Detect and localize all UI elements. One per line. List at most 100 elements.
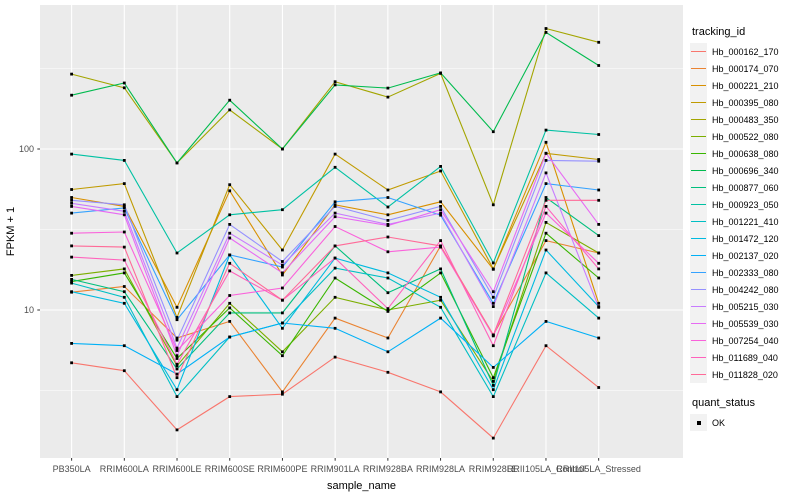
legend-key-swatch xyxy=(690,111,707,128)
legend-item-Hb_000923_050: Hb_000923_050 xyxy=(690,196,798,213)
legend-label: Hb_000483_350 xyxy=(712,114,779,125)
legend-item-ok: OK xyxy=(690,414,798,431)
legend-item-Hb_004242_080: Hb_004242_080 xyxy=(690,281,798,298)
data-point-marker xyxy=(386,370,390,374)
data-point-marker xyxy=(175,367,179,371)
data-point-marker xyxy=(544,198,548,202)
data-point-marker xyxy=(70,255,73,259)
data-point-marker xyxy=(491,384,495,387)
legend-item-Hb_000395_080: Hb_000395_080 xyxy=(690,94,798,111)
data-point-marker xyxy=(386,196,390,199)
legend-label: Hb_001472_120 xyxy=(712,233,779,244)
data-point-marker xyxy=(544,205,548,208)
legend-key-swatch xyxy=(690,128,707,145)
data-point-marker xyxy=(228,223,232,226)
plot-panel-background xyxy=(40,5,683,458)
legend-label: Hb_000638_080 xyxy=(712,148,779,159)
data-point-marker xyxy=(439,244,442,248)
data-point-marker xyxy=(175,346,179,350)
x-tick-label: RRIM600PE xyxy=(257,464,307,474)
data-point-marker xyxy=(439,200,442,204)
data-point-marker xyxy=(544,239,548,242)
data-point-marker xyxy=(386,235,390,239)
data-point-marker xyxy=(597,64,601,67)
data-point-marker xyxy=(281,273,284,277)
legend-item-Hb_000483_350: Hb_000483_350 xyxy=(690,111,798,128)
legend-key-swatch xyxy=(690,196,707,213)
legend-item-Hb_001472_120: Hb_001472_120 xyxy=(690,230,798,247)
data-point-marker xyxy=(439,316,442,320)
legend-item-Hb_000638_080: Hb_000638_080 xyxy=(690,145,798,162)
legend-line-icon xyxy=(691,340,706,342)
data-point-marker xyxy=(70,201,73,205)
data-point-marker xyxy=(544,31,548,34)
data-point-marker xyxy=(175,428,179,432)
data-point-marker xyxy=(386,336,390,340)
x-tick-label: RRIM928LE xyxy=(469,464,518,474)
data-point-marker xyxy=(122,230,126,234)
data-point-marker xyxy=(386,250,390,254)
data-point-marker xyxy=(597,40,601,44)
legend-line-icon xyxy=(691,102,706,104)
data-point-marker xyxy=(597,301,601,305)
legend-line-icon xyxy=(691,51,706,53)
legend-label: Hb_000221_210 xyxy=(712,80,779,91)
x-tick-label: RRIM600SE xyxy=(205,464,255,474)
legend-key-swatch xyxy=(690,366,707,383)
legend-line-icon xyxy=(691,68,706,70)
data-point-marker xyxy=(386,188,390,192)
data-point-marker xyxy=(544,221,548,224)
legend-key-swatch xyxy=(690,247,707,264)
data-point-marker xyxy=(333,256,337,260)
legend-key-swatch xyxy=(690,77,707,94)
data-point-marker xyxy=(597,251,601,255)
data-point-marker xyxy=(439,267,442,271)
data-point-marker xyxy=(333,80,337,84)
data-point-marker xyxy=(228,183,232,187)
data-point-marker xyxy=(491,290,495,294)
data-point-marker xyxy=(386,310,390,313)
legend-item-Hb_000221_210: Hb_000221_210 xyxy=(690,77,798,94)
data-point-marker xyxy=(544,320,548,323)
data-point-marker xyxy=(122,369,126,373)
legend-label: Hb_002333_080 xyxy=(712,267,779,278)
data-point-marker xyxy=(333,244,337,248)
legend-key-swatch xyxy=(690,264,707,281)
data-point-marker xyxy=(70,93,73,97)
data-point-marker xyxy=(281,208,284,212)
data-point-marker xyxy=(439,295,442,299)
data-point-marker xyxy=(544,171,548,175)
legend-key-swatch xyxy=(690,298,707,315)
data-point-marker xyxy=(70,342,73,345)
legend-key-swatch xyxy=(690,60,707,77)
data-point-marker xyxy=(122,258,126,262)
data-point-marker xyxy=(386,86,390,90)
data-point-marker xyxy=(175,161,179,165)
data-point-marker xyxy=(597,223,601,226)
data-point-marker xyxy=(386,205,390,209)
data-point-marker xyxy=(122,81,126,85)
legend-line-icon xyxy=(691,323,706,325)
legend-item-Hb_002137_020: Hb_002137_020 xyxy=(690,247,798,264)
legend-key-swatch xyxy=(690,213,707,230)
legend-label: Hb_002137_020 xyxy=(712,250,779,261)
legend-key-swatch xyxy=(690,162,707,179)
data-point-marker xyxy=(544,271,548,275)
data-point-marker xyxy=(333,215,337,219)
data-point-marker xyxy=(281,392,284,396)
data-point-marker xyxy=(122,182,126,185)
legend-label: Hb_001221_410 xyxy=(712,216,779,227)
legend-label: Hb_000923_050 xyxy=(712,199,779,210)
x-tick-label: RRIM600LE xyxy=(153,464,202,474)
data-point-marker xyxy=(333,355,337,359)
legend-label: Hb_004242_080 xyxy=(712,284,779,295)
legend-item-Hb_000174_070: Hb_000174_070 xyxy=(690,60,798,77)
data-point-marker xyxy=(491,267,495,271)
data-point-marker xyxy=(544,248,548,252)
data-point-marker xyxy=(439,169,442,173)
data-point-marker xyxy=(597,158,601,161)
data-point-marker xyxy=(122,267,126,271)
data-point-marker xyxy=(122,203,126,207)
data-point-marker xyxy=(333,326,337,330)
data-point-marker xyxy=(439,239,442,242)
